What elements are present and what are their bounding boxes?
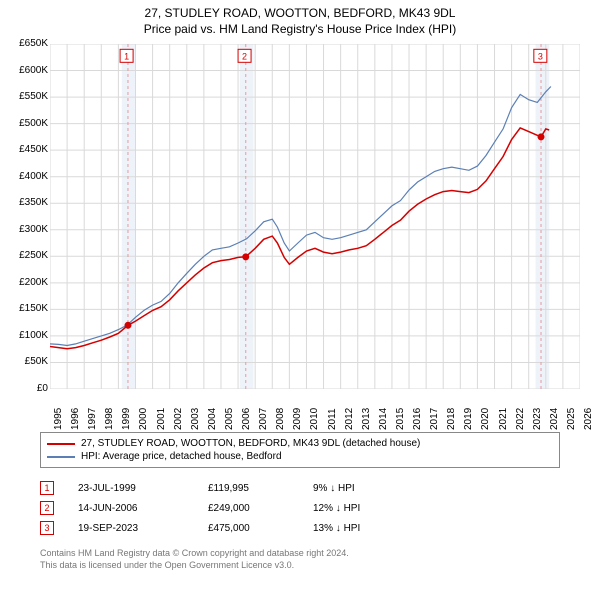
x-tick-label: 2002 (173, 408, 184, 430)
y-tick-label: £250K (2, 250, 48, 261)
legend-row-property: 27, STUDLEY ROAD, WOOTTON, BEDFORD, MK43… (47, 437, 553, 450)
y-tick-label: £300K (2, 224, 48, 235)
x-tick-label: 2019 (463, 408, 474, 430)
sale-marker-num: 1 (40, 481, 54, 495)
y-tick-label: £600K (2, 65, 48, 76)
x-tick-label: 2026 (583, 408, 594, 430)
x-tick-label: 2004 (207, 408, 218, 430)
x-tick-label: 2023 (532, 408, 543, 430)
chart-svg: 1 2 3 (50, 44, 580, 389)
sale-date: 14-JUN-2006 (78, 503, 208, 514)
x-tick-label: 2024 (549, 408, 560, 430)
x-tick-label: 1995 (53, 408, 64, 430)
x-tick-label: 2013 (361, 408, 372, 430)
x-tick-label: 2011 (327, 408, 338, 430)
sale-price: £119,995 (208, 483, 313, 494)
svg-text:3: 3 (538, 51, 543, 61)
legend-swatch-property (47, 443, 75, 445)
sale-date: 19-SEP-2023 (78, 523, 208, 534)
legend-swatch-hpi (47, 456, 75, 458)
x-tick-label: 2008 (275, 408, 286, 430)
footer-licence: This data is licensed under the Open Gov… (40, 560, 560, 572)
title-subtitle: Price paid vs. HM Land Registry's House … (0, 22, 600, 38)
svg-text:1: 1 (124, 51, 129, 61)
y-tick-label: £0 (2, 383, 48, 394)
svg-text:2: 2 (242, 51, 247, 61)
x-tick-label: 2015 (395, 408, 406, 430)
sale-hpi-diff: 12% ↓ HPI (313, 503, 423, 514)
x-tick-label: 2007 (258, 408, 269, 430)
footer-text: Contains HM Land Registry data © Crown c… (40, 548, 560, 571)
x-tick-label: 2000 (138, 408, 149, 430)
sale-price: £249,000 (208, 503, 313, 514)
sale-marker-num: 2 (40, 501, 54, 515)
sale-row: 1 23-JUL-1999£119,9959% ↓ HPI (40, 478, 560, 498)
x-tick-label: 2005 (224, 408, 235, 430)
x-tick-label: 2009 (292, 408, 303, 430)
title-address: 27, STUDLEY ROAD, WOOTTON, BEDFORD, MK43… (0, 6, 600, 22)
footer-copyright: Contains HM Land Registry data © Crown c… (40, 548, 560, 560)
x-tick-label: 2017 (429, 408, 440, 430)
sale-marker-num: 3 (40, 521, 54, 535)
x-tick-label: 2001 (156, 408, 167, 430)
sales-table: 1 23-JUL-1999£119,9959% ↓ HPI 2 14-JUN-2006… (40, 478, 560, 538)
x-tick-label: 2020 (480, 408, 491, 430)
x-tick-label: 2010 (309, 408, 320, 430)
x-tick-label: 2006 (241, 408, 252, 430)
y-tick-label: £550K (2, 91, 48, 102)
chart-container: 27, STUDLEY ROAD, WOOTTON, BEDFORD, MK43… (0, 0, 600, 590)
x-tick-label: 2025 (566, 408, 577, 430)
x-tick-label: 2003 (190, 408, 201, 430)
y-tick-label: £350K (2, 197, 48, 208)
sale-row: 3 19-SEP-2023£475,00013% ↓ HPI (40, 518, 560, 538)
title-block: 27, STUDLEY ROAD, WOOTTON, BEDFORD, MK43… (0, 0, 600, 37)
legend-row-hpi: HPI: Average price, detached house, Bedf… (47, 450, 553, 463)
y-tick-label: £500K (2, 118, 48, 129)
y-tick-label: £50K (2, 356, 48, 367)
y-tick-label: £450K (2, 144, 48, 155)
x-tick-label: 1997 (87, 408, 98, 430)
sale-date: 23-JUL-1999 (78, 483, 208, 494)
y-tick-label: £650K (2, 38, 48, 49)
legend-label-property: 27, STUDLEY ROAD, WOOTTON, BEDFORD, MK43… (81, 438, 420, 449)
y-tick-label: £400K (2, 171, 48, 182)
y-tick-label: £150K (2, 303, 48, 314)
chart-plot-area: 1 2 3 (50, 44, 580, 389)
legend-label-hpi: HPI: Average price, detached house, Bedf… (81, 451, 282, 462)
x-tick-label: 1996 (70, 408, 81, 430)
x-tick-label: 1999 (121, 408, 132, 430)
sale-hpi-diff: 13% ↓ HPI (313, 523, 423, 534)
series-legend: 27, STUDLEY ROAD, WOOTTON, BEDFORD, MK43… (40, 432, 560, 468)
x-tick-label: 2014 (378, 408, 389, 430)
y-tick-label: £100K (2, 330, 48, 341)
x-tick-label: 2018 (446, 408, 457, 430)
sale-row: 2 14-JUN-2006£249,00012% ↓ HPI (40, 498, 560, 518)
x-tick-label: 2016 (412, 408, 423, 430)
y-tick-label: £200K (2, 277, 48, 288)
x-tick-label: 2021 (498, 408, 509, 430)
sale-price: £475,000 (208, 523, 313, 534)
x-tick-label: 2012 (344, 408, 355, 430)
sale-hpi-diff: 9% ↓ HPI (313, 483, 423, 494)
x-tick-label: 2022 (515, 408, 526, 430)
x-tick-label: 1998 (104, 408, 115, 430)
